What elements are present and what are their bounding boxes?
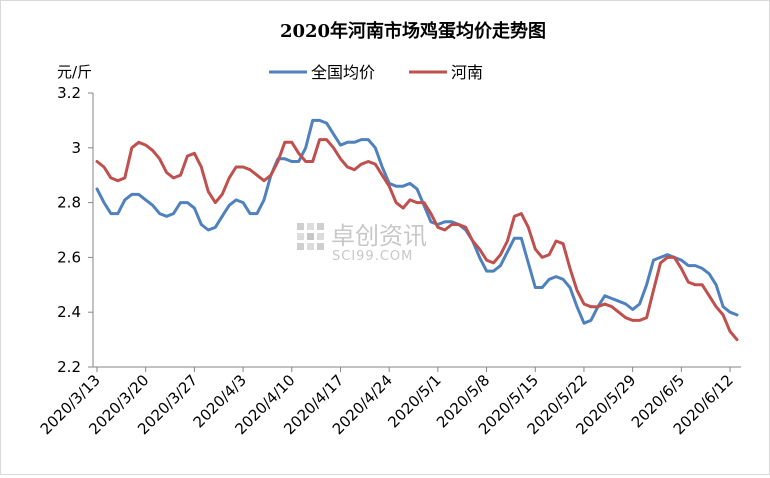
- chart-title: 2020年河南市场鸡蛋均价走势图: [280, 20, 546, 42]
- legend-label: 河南: [451, 63, 483, 82]
- y-tick-label: 2.8: [57, 194, 81, 212]
- y-tick-label: 2.2: [57, 358, 81, 376]
- watermark-en: SCI99.COM: [332, 249, 413, 264]
- y-tick-label: 3: [71, 139, 81, 157]
- series-line-2: [95, 138, 739, 342]
- series-group: [95, 118, 739, 342]
- series-line-1: [95, 118, 739, 325]
- legend-label: 全国均价: [311, 63, 375, 82]
- y-tick-label: 2.6: [57, 248, 81, 266]
- y-tick-label: 3.2: [57, 84, 81, 102]
- watermark-logo: [297, 223, 324, 250]
- legend: 全国均价 河南: [269, 63, 483, 82]
- y-tick-label: 2.4: [57, 303, 81, 321]
- watermark: 卓创资讯 SCI99.COM: [297, 222, 427, 264]
- y-axis-unit: 元/斤: [57, 63, 92, 81]
- watermark-cn: 卓创资讯: [331, 222, 427, 250]
